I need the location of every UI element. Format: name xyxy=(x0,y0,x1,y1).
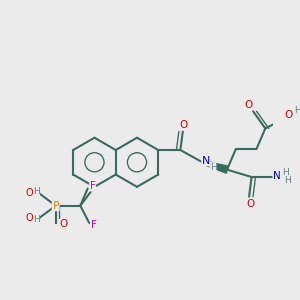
Text: H: H xyxy=(294,106,300,115)
Text: O: O xyxy=(26,188,34,198)
Text: H: H xyxy=(33,215,40,224)
Text: P: P xyxy=(52,201,59,211)
Text: H: H xyxy=(284,176,291,185)
Text: F: F xyxy=(90,181,95,191)
Text: H: H xyxy=(33,187,40,196)
Text: O: O xyxy=(285,110,293,120)
Text: H: H xyxy=(282,168,289,177)
Text: O: O xyxy=(244,100,252,110)
Text: N: N xyxy=(273,171,281,181)
Text: O: O xyxy=(180,120,188,130)
Text: O: O xyxy=(59,219,67,230)
Text: H: H xyxy=(210,163,217,172)
Text: F: F xyxy=(91,220,97,230)
Text: O: O xyxy=(26,214,34,224)
Text: N: N xyxy=(202,156,210,166)
Text: O: O xyxy=(246,199,254,208)
